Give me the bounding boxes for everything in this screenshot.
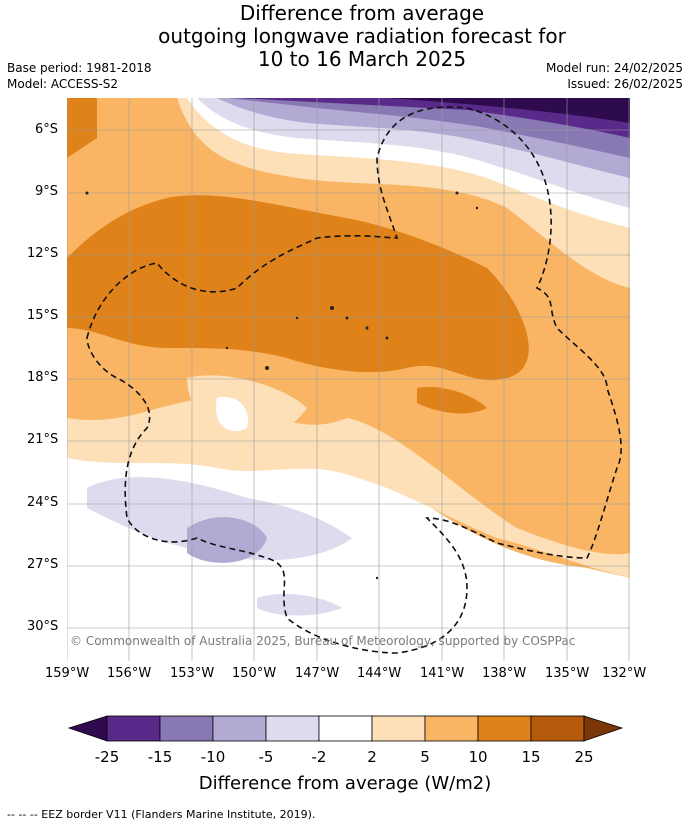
lon-tick-135w: 135°W — [545, 666, 590, 681]
lon-tick-156w: 156°W — [107, 666, 152, 681]
grid-lines — [66, 98, 630, 661]
lat-tick-12s: 12°S — [27, 246, 59, 261]
lat-tick-30s: 30°S — [27, 619, 59, 634]
model-name: Model: ACCESS-S2 — [7, 77, 119, 91]
lon-tick-159w: 159°W — [45, 666, 90, 681]
colorbar-min-arrow — [67, 715, 108, 742]
lon-tick-150w: 150°W — [232, 666, 277, 681]
colorbar-tick-6: 2 — [367, 748, 377, 766]
fill-10-15-patch — [417, 387, 487, 414]
lon-tick-132w: 132°W — [602, 666, 647, 681]
lat-tick-9s: 9°S — [35, 184, 59, 199]
fill-10-15-central — [67, 195, 529, 381]
base-period: Base period: 1981-2018 — [7, 61, 152, 75]
eez-border — [86, 106, 622, 654]
lat-tick-6s: 6°S — [35, 122, 59, 137]
colorbar-tick-1: -25 — [95, 748, 120, 766]
colorbar: -25 -15 -10 -5 -2 2 5 10 15 25 — [67, 715, 624, 766]
colorbar-max-arrow — [583, 715, 624, 742]
colorbar-label: Difference from average (W/m2) — [198, 773, 492, 794]
title-line-1: Difference from average — [239, 1, 485, 25]
eez-footer-note: -- -- -- EEZ border V11 (Flanders Marine… — [7, 808, 316, 821]
colorbar-bin-4 — [265, 715, 320, 742]
islands — [85, 191, 479, 580]
issued-date: Issued: 26/02/2025 — [567, 77, 683, 91]
model-run: Model run: 24/02/2025 — [545, 61, 683, 75]
colorbar-bin-9 — [530, 715, 585, 742]
fill-neutral-central-patch — [216, 397, 248, 432]
colorbar-bin-7 — [424, 715, 479, 742]
colorbar-bin-2 — [159, 715, 214, 742]
lon-tick-147w: 147°W — [295, 666, 340, 681]
lat-tick-21s: 21°S — [27, 432, 59, 447]
meta-left: Base period: 1981-2018 Model: ACCESS-S2 — [7, 60, 152, 92]
fill-10-15-corner — [67, 98, 97, 158]
fill-minus2-south-patch — [257, 593, 342, 616]
fill-2-5-peach-south — [67, 398, 630, 578]
title-line-2: outgoing longwave radiation forecast for — [158, 24, 566, 48]
lat-tick-18s: 18°S — [27, 370, 59, 385]
olr-anomaly-map: © Commonwealth of Australia 2025, Bureau… — [66, 98, 630, 661]
colorbar-tick-10: 25 — [574, 748, 593, 766]
colorbar-tick-2: -15 — [148, 748, 173, 766]
colorbar-tick-7: 5 — [420, 748, 430, 766]
colorbar-bin-6 — [371, 715, 426, 742]
colorbar-tick-5: -2 — [312, 748, 327, 766]
colorbar-bin-3 — [212, 715, 267, 742]
fill-minus25-north — [387, 98, 630, 123]
map-panel: © Commonwealth of Australia 2025, Bureau… — [27, 98, 646, 681]
colorbar-bin-5 — [318, 715, 373, 742]
lon-tick-138w: 138°W — [482, 666, 527, 681]
lat-tick-27s: 27°S — [27, 557, 59, 572]
colorbar-tick-4: -5 — [259, 748, 274, 766]
fill-minus5-minus10-south — [187, 517, 267, 563]
colorbar-tick-3: -10 — [201, 748, 226, 766]
lat-tick-15s: 15°S — [27, 308, 59, 323]
map-title: Difference from average outgoing longwav… — [0, 2, 690, 71]
lon-tick-141w: 141°W — [420, 666, 465, 681]
colorbar-tick-8: 10 — [468, 748, 487, 766]
fill-2-5-central-patch — [187, 375, 307, 438]
lon-tick-144w: 144°W — [357, 666, 402, 681]
colorbar-bin-8 — [477, 715, 532, 742]
lon-tick-153w: 153°W — [170, 666, 215, 681]
meta-right: Model run: 24/02/2025 Issued: 26/02/2025 — [546, 60, 683, 92]
title-line-3: 10 to 16 March 2025 — [257, 47, 467, 71]
colorbar-bin-1 — [106, 715, 161, 742]
copyright-text: © Commonwealth of Australia 2025, Bureau… — [70, 634, 575, 648]
colorbar-tick-9: 15 — [521, 748, 540, 766]
lat-tick-24s: 24°S — [27, 495, 59, 510]
